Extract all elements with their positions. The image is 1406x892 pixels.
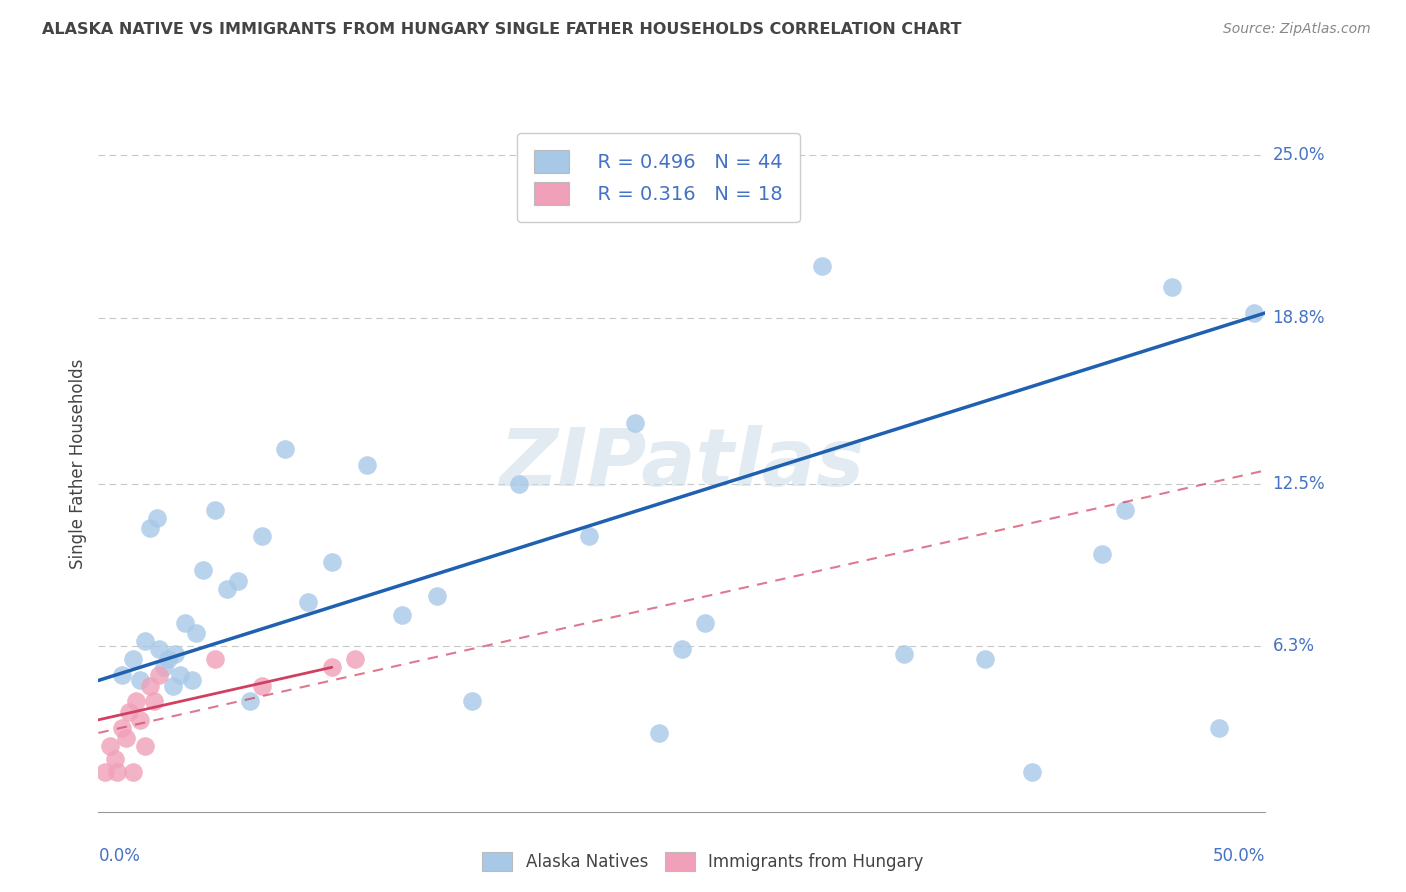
- Point: [321, 660, 343, 674]
- Point: [129, 673, 152, 688]
- Point: [274, 442, 297, 457]
- Point: [94, 765, 117, 780]
- Point: [129, 713, 152, 727]
- Point: [297, 595, 319, 609]
- Point: [115, 731, 138, 746]
- Point: [186, 626, 208, 640]
- Point: [118, 705, 141, 719]
- Point: [122, 765, 145, 780]
- Point: [134, 634, 156, 648]
- Point: [215, 582, 238, 596]
- Point: [104, 752, 127, 766]
- Text: ZIPatlas: ZIPatlas: [499, 425, 865, 503]
- Point: [1114, 503, 1136, 517]
- Text: 25.0%: 25.0%: [1272, 146, 1324, 164]
- Text: 50.0%: 50.0%: [1213, 847, 1265, 865]
- Point: [893, 647, 915, 661]
- Point: [461, 694, 484, 708]
- Point: [193, 563, 215, 577]
- Point: [148, 642, 170, 657]
- Point: [139, 521, 162, 535]
- Point: [811, 259, 834, 273]
- Point: [146, 510, 169, 524]
- Point: [204, 503, 226, 517]
- Point: [647, 726, 669, 740]
- Point: [391, 607, 413, 622]
- Point: [671, 642, 693, 657]
- Point: [1091, 548, 1114, 562]
- Point: [1243, 306, 1265, 320]
- Point: [111, 721, 134, 735]
- Point: [139, 679, 162, 693]
- Text: 6.3%: 6.3%: [1272, 637, 1315, 656]
- Point: [508, 476, 530, 491]
- Point: [624, 416, 647, 430]
- Point: [1021, 765, 1043, 780]
- Y-axis label: Single Father Households: Single Father Households: [69, 359, 87, 569]
- Point: [173, 615, 195, 630]
- Point: [974, 652, 997, 666]
- Text: 12.5%: 12.5%: [1272, 475, 1324, 492]
- Point: [321, 555, 343, 569]
- Text: 0.0%: 0.0%: [98, 847, 141, 865]
- Point: [105, 765, 128, 780]
- Text: Source: ZipAtlas.com: Source: ZipAtlas.com: [1223, 22, 1371, 37]
- Point: [578, 529, 600, 543]
- Point: [356, 458, 378, 472]
- Point: [1161, 279, 1184, 293]
- Point: [125, 694, 148, 708]
- Point: [148, 668, 170, 682]
- Point: [250, 679, 273, 693]
- Point: [239, 694, 262, 708]
- Point: [162, 679, 184, 693]
- Point: [180, 673, 202, 688]
- Point: [157, 652, 180, 666]
- Point: [695, 615, 717, 630]
- Point: [344, 652, 367, 666]
- Text: ALASKA NATIVE VS IMMIGRANTS FROM HUNGARY SINGLE FATHER HOUSEHOLDS CORRELATION CH: ALASKA NATIVE VS IMMIGRANTS FROM HUNGARY…: [42, 22, 962, 37]
- Point: [165, 647, 187, 661]
- Point: [152, 660, 174, 674]
- Legend:   R = 0.496   N = 44,   R = 0.316   N = 18: R = 0.496 N = 44, R = 0.316 N = 18: [517, 133, 800, 222]
- Point: [1208, 721, 1230, 735]
- Point: [169, 668, 191, 682]
- Point: [134, 739, 156, 753]
- Point: [741, 206, 763, 220]
- Point: [111, 668, 134, 682]
- Point: [143, 694, 166, 708]
- Point: [228, 574, 250, 588]
- Legend: Alaska Natives, Immigrants from Hungary: Alaska Natives, Immigrants from Hungary: [474, 843, 932, 880]
- Point: [122, 652, 145, 666]
- Point: [250, 529, 273, 543]
- Point: [204, 652, 226, 666]
- Point: [426, 590, 449, 604]
- Point: [98, 739, 121, 753]
- Text: 18.8%: 18.8%: [1272, 310, 1324, 327]
